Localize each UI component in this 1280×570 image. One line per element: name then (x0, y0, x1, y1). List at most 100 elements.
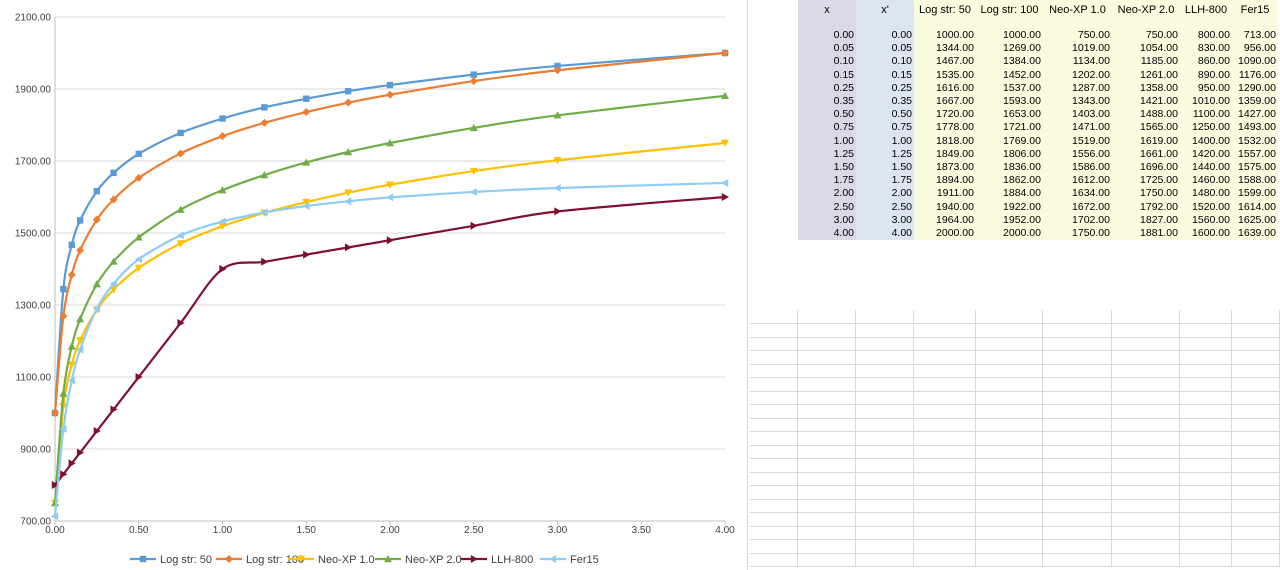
data-point[interactable] (260, 171, 269, 179)
table-cell[interactable]: 1471.00 (1043, 121, 1112, 135)
grid-cell[interactable] (1042, 458, 1113, 473)
grid-cell[interactable] (1231, 526, 1280, 540)
table-cell[interactable]: 1202.00 (1043, 68, 1112, 82)
data-point[interactable] (344, 243, 353, 252)
grid-cell[interactable] (797, 337, 857, 351)
legend-marker[interactable] (384, 555, 392, 563)
table-cell[interactable]: 1421.00 (1112, 94, 1180, 109)
table-cell[interactable]: 2.00 (798, 187, 856, 201)
data-point[interactable] (176, 205, 185, 213)
data-point[interactable] (469, 123, 478, 132)
data-point[interactable] (219, 115, 226, 122)
grid-cell[interactable] (1231, 485, 1280, 500)
table-cell[interactable]: 0.35 (856, 94, 914, 109)
table-cell[interactable]: 1873.00 (914, 160, 976, 175)
grid-cell[interactable] (1179, 512, 1232, 527)
table-cell[interactable]: 1614.00 (1232, 200, 1278, 214)
data-point[interactable] (92, 304, 101, 313)
grid-cell[interactable] (1042, 512, 1113, 527)
grid-cell[interactable] (855, 553, 915, 567)
data-point[interactable] (261, 104, 268, 111)
table-cell[interactable]: 1849.00 (914, 147, 976, 161)
grid-cell[interactable] (1111, 553, 1181, 567)
table-cell[interactable]: 1922.00 (976, 200, 1043, 214)
table-cell[interactable]: 1427.00 (1232, 108, 1278, 122)
table-cell[interactable]: 1343.00 (1043, 94, 1112, 109)
data-point[interactable] (59, 424, 67, 433)
grid-cell[interactable] (855, 337, 915, 351)
grid-cell[interactable] (913, 472, 977, 486)
table-cell[interactable]: 1750.00 (1043, 226, 1112, 240)
grid-cell[interactable] (1111, 458, 1181, 473)
header-cell[interactable]: Log str: 50 (914, 0, 976, 20)
table-cell[interactable]: 1696.00 (1112, 160, 1180, 175)
grid-cell[interactable] (1231, 337, 1280, 351)
data-point[interactable] (386, 139, 394, 147)
table-cell[interactable]: 1269.00 (976, 42, 1043, 56)
grid-cell[interactable] (855, 526, 915, 540)
data-point[interactable] (109, 286, 118, 294)
table-cell[interactable]: 0.75 (856, 121, 914, 135)
table-cell[interactable]: 1600.00 (1180, 226, 1232, 240)
spreadsheet[interactable]: x x' Log str: 50 Log str: 100 Neo-XP 1.0… (750, 0, 1280, 570)
grid-cell[interactable] (750, 391, 799, 405)
series-neo-xp-2-0[interactable] (51, 91, 729, 507)
data-point[interactable] (386, 193, 394, 202)
grid-cell[interactable] (975, 458, 1044, 473)
grid-cell[interactable] (1231, 539, 1280, 554)
data-point[interactable] (386, 90, 394, 99)
data-point[interactable] (76, 448, 85, 457)
grid-cell[interactable] (1042, 337, 1113, 351)
grid-cell[interactable] (1042, 553, 1113, 567)
grid-cell[interactable] (913, 391, 977, 405)
data-point[interactable] (134, 255, 142, 264)
grid-cell[interactable] (1111, 377, 1181, 392)
grid-cell[interactable] (1042, 499, 1113, 513)
table-cell[interactable]: 1725.00 (1112, 174, 1180, 188)
grid-cell[interactable] (913, 526, 977, 540)
grid-cell[interactable] (797, 458, 857, 473)
grid-cell[interactable] (1231, 553, 1280, 567)
table-cell[interactable]: 2000.00 (914, 226, 976, 240)
data-point[interactable] (302, 158, 311, 166)
data-point[interactable] (59, 389, 68, 397)
grid-cell[interactable] (1042, 364, 1113, 378)
table-cell[interactable]: 1090.00 (1232, 55, 1278, 69)
grid-cell[interactable] (1179, 418, 1232, 432)
table-cell[interactable]: 1818.00 (914, 134, 976, 148)
data-point[interactable] (68, 241, 75, 249)
data-point[interactable] (553, 157, 562, 165)
grid-cell[interactable] (750, 323, 799, 338)
table-cell[interactable]: 1702.00 (1043, 213, 1112, 227)
grid-cell[interactable] (750, 404, 799, 419)
grid-cell[interactable] (1231, 512, 1280, 527)
table-cell[interactable]: 1720.00 (914, 108, 976, 122)
grid-cell[interactable] (797, 539, 857, 554)
table-cell[interactable]: 890.00 (1180, 68, 1232, 82)
table-cell[interactable]: 1750.00 (1112, 187, 1180, 201)
table-cell[interactable]: 1721.00 (976, 121, 1043, 135)
grid-cell[interactable] (1179, 458, 1232, 473)
table-cell[interactable]: 1452.00 (976, 68, 1043, 82)
grid-cell[interactable] (855, 364, 915, 378)
table-cell[interactable]: 1467.00 (914, 55, 976, 69)
grid-cell[interactable] (797, 472, 857, 486)
data-point[interactable] (67, 270, 76, 279)
table-cell[interactable]: 1261.00 (1112, 68, 1180, 82)
grid-cell[interactable] (855, 377, 915, 392)
table-cell[interactable]: 1.50 (856, 160, 914, 175)
header-cell[interactable]: x (798, 0, 856, 20)
table-cell[interactable]: 713.00 (1232, 29, 1278, 43)
legend-marker[interactable] (549, 555, 557, 563)
grid-cell[interactable] (913, 512, 977, 527)
data-point[interactable] (92, 215, 101, 224)
series-neo-xp-1-0[interactable] (51, 139, 729, 507)
table-cell[interactable]: 1827.00 (1112, 213, 1180, 227)
grid-cell[interactable] (797, 391, 857, 405)
table-cell[interactable]: 1616.00 (914, 81, 976, 95)
grid-cell[interactable] (855, 512, 915, 527)
legend-marker[interactable] (225, 555, 233, 563)
data-point[interactable] (553, 184, 561, 192)
grid-cell[interactable] (1179, 404, 1232, 419)
table-cell[interactable]: 1565.00 (1112, 121, 1180, 135)
